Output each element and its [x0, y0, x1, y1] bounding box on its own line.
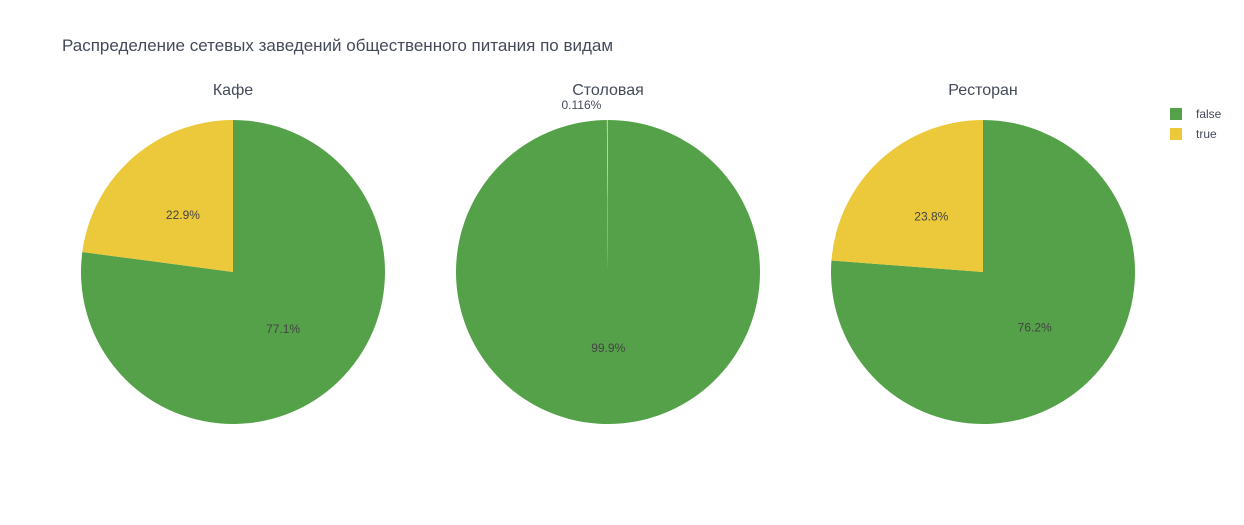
pie-slice-kafe-true[interactable] [82, 120, 233, 272]
pie-kafe: Кафе 77.1% 22.9% [81, 82, 386, 424]
pie-slice-kafe-false[interactable] [81, 120, 386, 424]
pie-slice-stolovaya-true[interactable] [606, 120, 608, 272]
pie-stolovaya: Столовая 99.9% 0.116% [455, 82, 760, 424]
pie-slice-restoran-true[interactable] [831, 120, 983, 272]
legend-item-false[interactable]: false [1170, 107, 1222, 121]
pie-slice-label-restoran-false: 76.2% [1018, 321, 1052, 335]
legend-swatch-true [1170, 128, 1182, 140]
pie-slice-label-kafe-true: 22.9% [166, 208, 200, 222]
legend-swatch-false [1170, 108, 1182, 120]
pie-slice-label-kafe-false: 77.1% [266, 322, 300, 336]
chart-title: Распределение сетевых заведений обществе… [62, 36, 613, 55]
legend[interactable]: false true [1170, 107, 1222, 141]
pie-slice-label-restoran-true: 23.8% [914, 209, 948, 223]
pie-restoran: Ресторан 76.2% 23.8% [830, 82, 1135, 424]
pie-title-restoran: Ресторан [948, 82, 1018, 99]
legend-item-true[interactable]: true [1170, 127, 1217, 141]
pie-slice-label-stolovaya-true: 0.116% [562, 98, 602, 112]
legend-label-false: false [1196, 107, 1222, 121]
pie-slice-label-stolovaya-false: 99.9% [591, 341, 625, 355]
pie-title-stolovaya: Столовая [572, 82, 644, 99]
legend-label-true: true [1196, 127, 1217, 141]
pie-title-kafe: Кафе [213, 82, 253, 99]
pie-slice-stolovaya-false[interactable] [455, 120, 760, 424]
